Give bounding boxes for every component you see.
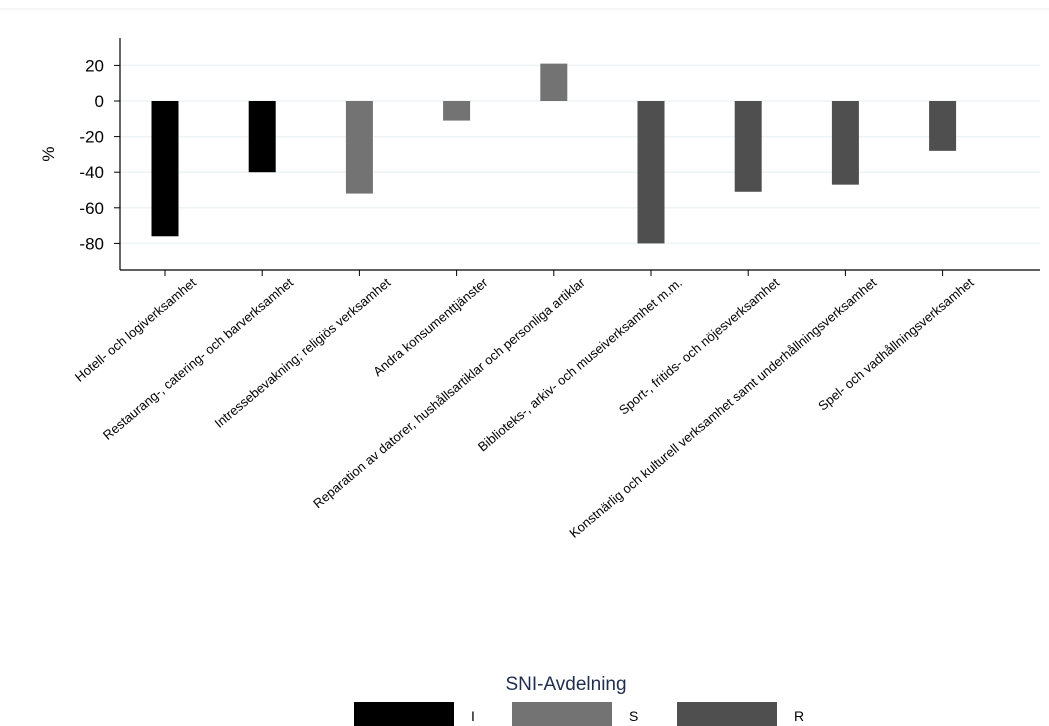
bar	[734, 101, 762, 192]
y-axis-label: %	[39, 146, 58, 161]
y-tick-label: -20	[79, 128, 104, 147]
legend-swatch	[512, 702, 612, 726]
bar	[443, 101, 471, 121]
bar	[929, 101, 957, 151]
legend-swatch	[354, 702, 454, 726]
y-tick-label: -40	[79, 163, 104, 182]
legend-title: SNI-Avdelning	[505, 674, 626, 695]
bar	[637, 101, 665, 244]
y-tick-label: -60	[79, 199, 104, 218]
axes	[119, 38, 1040, 271]
legend: SNI-Avdelning I S R	[354, 674, 804, 726]
bar	[151, 101, 179, 237]
y-tick-label: 20	[85, 56, 104, 75]
legend-swatch	[677, 702, 777, 726]
y-tick-label: 0	[95, 92, 104, 111]
x-tick-label: Sport-, fritids- och nöjesverksamhet	[616, 275, 783, 418]
y-ticks: 20 0 -20 -40 -60 -80	[79, 56, 120, 253]
x-tick-label: Intressebevakning; religiös verksamhet	[212, 275, 394, 431]
bar	[831, 101, 859, 185]
y-tick-label: -80	[79, 234, 104, 253]
bar	[345, 101, 373, 194]
bar	[248, 101, 276, 173]
x-tick-label: Biblioteks-, arkiv- och museiverksamhet …	[475, 275, 685, 455]
x-tick-label: Restaurang-, catering- och barverksamhet	[100, 275, 296, 443]
legend-label: S	[629, 708, 638, 724]
legend-label: I	[471, 708, 475, 724]
legend-label: R	[794, 708, 804, 724]
bar	[540, 63, 568, 101]
x-tick-label: Spel- och vadhållningsverksamhet	[815, 275, 977, 414]
bars	[151, 63, 957, 244]
x-tick-label: Konstnärlig och kulturell verksamhet sam…	[566, 275, 879, 541]
